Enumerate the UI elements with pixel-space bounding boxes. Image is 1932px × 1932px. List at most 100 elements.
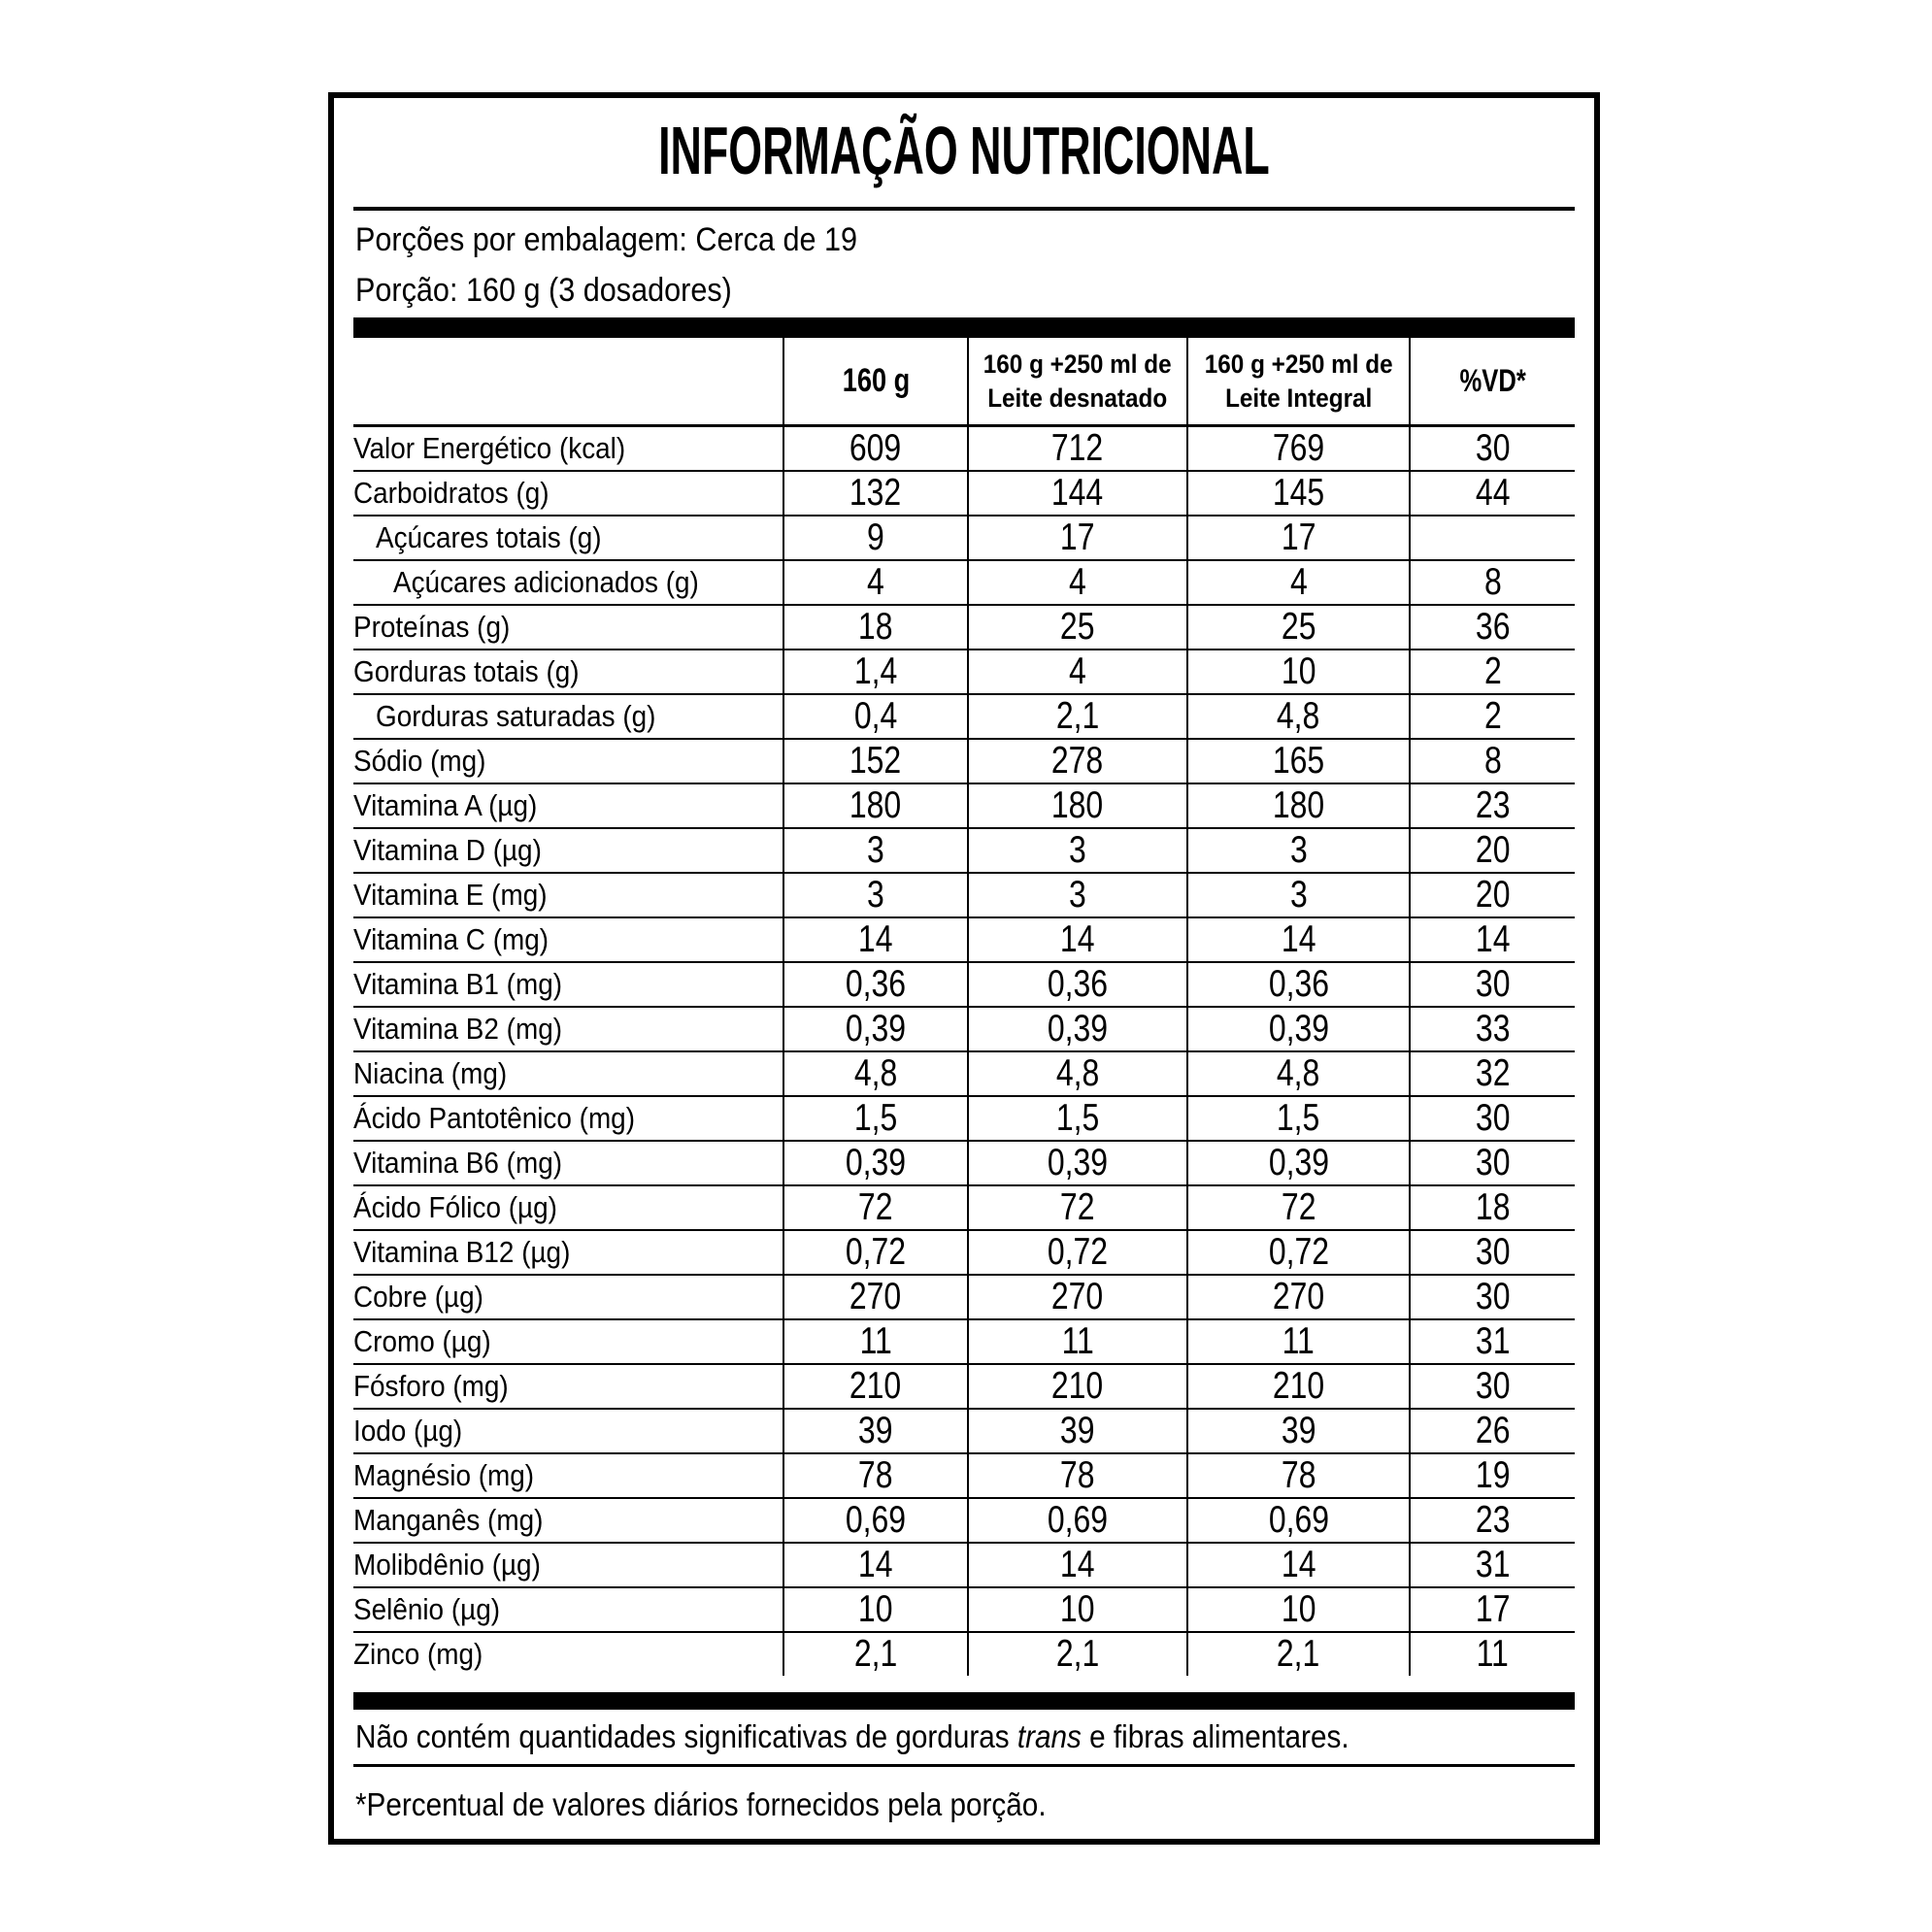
servings-per-package-line: Porções por embalagem: Cerca de 19 <box>355 221 858 258</box>
value-leite-desnatado: 0,39 <box>967 1007 1187 1052</box>
value-160g: 39 <box>783 1409 968 1454</box>
value-160g: 132 <box>783 471 968 516</box>
nutrient-label: Gorduras totais (g) <box>353 650 783 695</box>
value-leite-integral: 210 <box>1186 1364 1410 1410</box>
table-row: Molibdênio (µg) 14 14 14 31 <box>353 1543 1575 1588</box>
value-vd-percent: 30 <box>1409 1275 1575 1320</box>
value-leite-integral: 78 <box>1186 1453 1410 1499</box>
nutrient-label: Ácido Pantotênico (mg) <box>353 1096 783 1142</box>
nutrient-label: Açúcares totais (g) <box>353 516 783 561</box>
value-160g: 72 <box>783 1185 968 1231</box>
nutrient-label: Vitamina B2 (mg) <box>353 1007 783 1052</box>
value-vd-percent: 14 <box>1409 917 1575 963</box>
header-blank-cell <box>353 338 783 427</box>
value-leite-integral: 165 <box>1186 739 1410 784</box>
value-leite-integral: 4,8 <box>1186 1051 1410 1097</box>
value-vd-percent: 11 <box>1409 1632 1575 1676</box>
value-vd-percent: 20 <box>1409 873 1575 918</box>
divider-bar-bottom <box>353 1692 1575 1710</box>
value-vd-percent: 30 <box>1409 962 1575 1008</box>
value-vd-percent: 23 <box>1409 1498 1575 1544</box>
value-leite-desnatado: 39 <box>967 1409 1187 1454</box>
value-vd-percent: 33 <box>1409 1007 1575 1052</box>
nutrient-label: Vitamina A (µg) <box>353 783 783 829</box>
value-vd-percent: 30 <box>1409 425 1575 472</box>
nutrient-label: Açúcares adicionados (g) <box>353 560 783 606</box>
value-leite-integral: 10 <box>1186 650 1410 695</box>
nutrient-label: Fósforo (mg) <box>353 1364 783 1410</box>
table-row: Vitamina C (mg) 14 14 14 14 <box>353 917 1575 963</box>
value-vd-percent <box>1409 516 1575 561</box>
value-160g: 0,39 <box>783 1007 968 1052</box>
value-160g: 0,72 <box>783 1230 968 1276</box>
value-leite-integral: 180 <box>1186 783 1410 829</box>
value-160g: 0,4 <box>783 694 968 740</box>
nutrient-label: Cromo (µg) <box>353 1319 783 1365</box>
value-leite-integral: 1,5 <box>1186 1096 1410 1142</box>
value-160g: 210 <box>783 1364 968 1410</box>
table-row: Iodo (µg) 39 39 39 26 <box>353 1409 1575 1454</box>
nutrient-label: Gorduras saturadas (g) <box>353 694 783 740</box>
table-header-row: 160 g 160 g +250 ml de Leite desnatado 16… <box>353 338 1575 427</box>
value-160g: 3 <box>783 828 968 874</box>
value-leite-integral: 0,69 <box>1186 1498 1410 1544</box>
nutrient-label: Proteínas (g) <box>353 605 783 650</box>
value-160g: 1,4 <box>783 650 968 695</box>
nutrient-label: Vitamina C (mg) <box>353 917 783 963</box>
table-row: Selênio (µg) 10 10 10 17 <box>353 1587 1575 1633</box>
value-vd-percent: 8 <box>1409 739 1575 784</box>
value-160g: 180 <box>783 783 968 829</box>
value-160g: 0,39 <box>783 1141 968 1186</box>
value-leite-integral: 3 <box>1186 873 1410 918</box>
value-vd-percent: 30 <box>1409 1230 1575 1276</box>
nutrient-label: Valor Energético (kcal) <box>353 425 783 472</box>
title-divider-line <box>353 207 1575 211</box>
divider-bar-top <box>353 317 1575 338</box>
value-leite-integral: 3 <box>1186 828 1410 874</box>
value-leite-integral: 11 <box>1186 1319 1410 1365</box>
value-leite-integral: 14 <box>1186 1543 1410 1588</box>
value-vd-percent: 8 <box>1409 560 1575 606</box>
table-row: Vitamina B2 (mg) 0,39 0,39 0,39 33 <box>353 1007 1575 1052</box>
nutrient-label: Vitamina D (µg) <box>353 828 783 874</box>
nutrient-label: Carboidratos (g) <box>353 471 783 516</box>
serving-size-line: Porção: 160 g (3 dosadores) <box>355 272 732 309</box>
table-row: Magnésio (mg) 78 78 78 19 <box>353 1453 1575 1499</box>
value-leite-desnatado: 25 <box>967 605 1187 650</box>
table-row: Vitamina E (mg) 3 3 3 20 <box>353 873 1575 918</box>
table-row: Açúcares adicionados (g) 4 4 4 8 <box>353 560 1575 606</box>
nutrient-label: Vitamina B1 (mg) <box>353 962 783 1008</box>
value-vd-percent: 26 <box>1409 1409 1575 1454</box>
table-row: Vitamina D (µg) 3 3 3 20 <box>353 828 1575 874</box>
value-leite-integral: 4,8 <box>1186 694 1410 740</box>
header-160g: 160 g <box>783 338 968 427</box>
value-160g: 78 <box>783 1453 968 1499</box>
value-leite-desnatado: 270 <box>967 1275 1187 1320</box>
value-leite-desnatado: 180 <box>967 783 1187 829</box>
value-leite-desnatado: 3 <box>967 828 1187 874</box>
nutrient-label: Selênio (µg) <box>353 1587 783 1633</box>
nutrition-table: 160 g 160 g +250 ml de Leite desnatado 16… <box>353 338 1575 1676</box>
value-160g: 3 <box>783 873 968 918</box>
value-leite-desnatado: 0,36 <box>967 962 1187 1008</box>
value-160g: 2,1 <box>783 1632 968 1676</box>
value-leite-desnatado: 4 <box>967 560 1187 606</box>
nutrient-label: Vitamina E (mg) <box>353 873 783 918</box>
value-leite-desnatado: 712 <box>967 425 1187 472</box>
value-leite-integral: 17 <box>1186 516 1410 561</box>
value-leite-integral: 0,39 <box>1186 1007 1410 1052</box>
value-160g: 1,5 <box>783 1096 968 1142</box>
value-160g: 0,69 <box>783 1498 968 1544</box>
value-leite-desnatado: 3 <box>967 873 1187 918</box>
nutrient-label: Iodo (µg) <box>353 1409 783 1454</box>
value-leite-desnatado: 210 <box>967 1364 1187 1410</box>
page-title: INFORMAÇÃO NUTRICIONAL <box>334 116 1594 185</box>
value-160g: 4 <box>783 560 968 606</box>
value-vd-percent: 18 <box>1409 1185 1575 1231</box>
value-leite-integral: 2,1 <box>1186 1632 1410 1676</box>
header-vd-percent: %VD* <box>1409 338 1575 427</box>
table-row: Açúcares totais (g) 9 17 17 <box>353 516 1575 561</box>
value-vd-percent: 32 <box>1409 1051 1575 1097</box>
nutrition-facts-label: INFORMAÇÃO NUTRICIONAL Porções por embal… <box>328 92 1600 1845</box>
table-row: Cobre (µg) 270 270 270 30 <box>353 1275 1575 1320</box>
